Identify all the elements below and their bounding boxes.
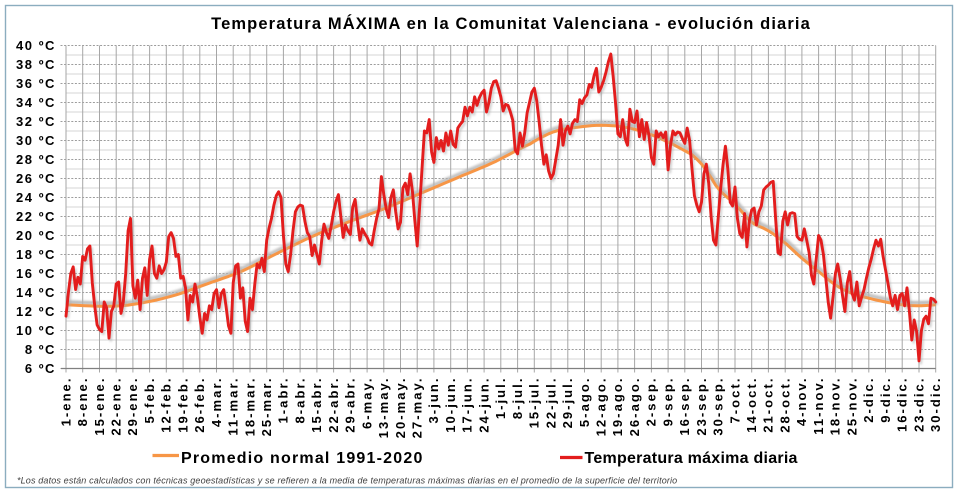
svg-text:2-dic.: 2-dic. xyxy=(861,377,876,423)
svg-text:6-may.: 6-may. xyxy=(359,377,374,430)
svg-text:11-mar.: 11-mar. xyxy=(226,377,241,436)
svg-text:12-ago.: 12-ago. xyxy=(594,377,609,437)
svg-text:23-sep.: 23-sep. xyxy=(694,377,709,436)
svg-text:Promedio normal 1991-2020: Promedio normal 1991-2020 xyxy=(181,450,424,467)
svg-text:12-feb.: 12-feb. xyxy=(159,377,174,433)
svg-text:25-mar.: 25-mar. xyxy=(259,377,274,437)
svg-text:15-abr.: 15-abr. xyxy=(309,377,324,433)
svg-text:8-jul.: 8-jul. xyxy=(510,377,525,420)
svg-text:30-sep.: 30-sep. xyxy=(711,377,726,436)
svg-text:21-oct.: 21-oct. xyxy=(761,377,776,433)
svg-text:24 ºC: 24 ºC xyxy=(16,190,56,205)
svg-text:9-sep.: 9-sep. xyxy=(660,377,675,427)
svg-text:36 ºC: 36 ºC xyxy=(16,76,56,91)
svg-text:28-oct.: 28-oct. xyxy=(778,377,793,433)
svg-text:20 ºC: 20 ºC xyxy=(16,228,56,243)
svg-text:8-abr.: 8-abr. xyxy=(292,377,307,424)
svg-text:13-may.: 13-may. xyxy=(376,377,391,439)
svg-text:Temperatura MÁXIMA en la Comun: Temperatura MÁXIMA en la Comunitat Valen… xyxy=(211,14,811,33)
svg-text:28 ºC: 28 ºC xyxy=(16,152,56,167)
svg-text:29-ene.: 29-ene. xyxy=(125,377,140,436)
svg-text:19-feb.: 19-feb. xyxy=(175,377,190,433)
svg-text:18 ºC: 18 ºC xyxy=(16,247,56,262)
svg-text:34 ºC: 34 ºC xyxy=(16,95,56,110)
svg-text:30 ºC: 30 ºC xyxy=(16,133,56,148)
svg-text:25-nov.: 25-nov. xyxy=(844,377,859,436)
svg-text:9-dic.: 9-dic. xyxy=(878,377,893,423)
svg-text:12 ºC: 12 ºC xyxy=(16,304,56,319)
svg-text:24-jun.: 24-jun. xyxy=(476,377,491,433)
svg-text:11-nov.: 11-nov. xyxy=(811,377,826,435)
svg-text:22-abr.: 22-abr. xyxy=(326,377,341,433)
svg-text:40 ºC: 40 ºC xyxy=(16,38,56,53)
svg-text:26 ºC: 26 ºC xyxy=(16,171,56,186)
svg-text:23-dic.: 23-dic. xyxy=(911,377,926,433)
svg-text:18-nov.: 18-nov. xyxy=(828,377,843,436)
svg-text:26-feb.: 26-feb. xyxy=(192,377,207,433)
svg-text:5-ago.: 5-ago. xyxy=(577,377,592,428)
svg-text:Temperatura máxima diaria: Temperatura máxima diaria xyxy=(585,450,798,467)
svg-text:20-may.: 20-may. xyxy=(393,377,408,439)
svg-text:32 ºC: 32 ºC xyxy=(16,114,56,129)
svg-text:14 ºC: 14 ºC xyxy=(16,285,56,300)
svg-text:2-sep.: 2-sep. xyxy=(644,377,659,427)
svg-text:15-ene.: 15-ene. xyxy=(92,377,107,436)
svg-text:26-ago.: 26-ago. xyxy=(627,377,642,437)
svg-text:22 ºC: 22 ºC xyxy=(16,209,56,224)
svg-text:8 ºC: 8 ºC xyxy=(25,342,56,357)
svg-text:16-sep.: 16-sep. xyxy=(677,377,692,436)
svg-text:4-nov.: 4-nov. xyxy=(794,377,809,427)
svg-text:4-mar.: 4-mar. xyxy=(209,377,224,428)
svg-text:14-oct.: 14-oct. xyxy=(744,377,759,433)
svg-text:7-oct.: 7-oct. xyxy=(727,377,742,424)
svg-text:1-jul.: 1-jul. xyxy=(493,377,508,420)
svg-text:29-jul.: 29-jul. xyxy=(560,377,575,429)
svg-text:*Los datos están calculados co: *Los datos están calculados con técnicas… xyxy=(17,476,677,486)
svg-text:38 ºC: 38 ºC xyxy=(16,57,56,72)
svg-text:3-jun.: 3-jun. xyxy=(426,377,441,424)
svg-text:8-ene.: 8-ene. xyxy=(75,377,90,427)
svg-text:10-jun.: 10-jun. xyxy=(443,377,458,433)
svg-text:27-may.: 27-may. xyxy=(410,377,425,439)
svg-text:19-ago.: 19-ago. xyxy=(610,377,625,437)
svg-text:16 ºC: 16 ºC xyxy=(16,266,56,281)
svg-text:18-mar.: 18-mar. xyxy=(242,377,257,437)
svg-text:6 ºC: 6 ºC xyxy=(25,361,56,376)
svg-text:10 ºC: 10 ºC xyxy=(16,323,56,338)
svg-text:29-abr.: 29-abr. xyxy=(343,377,358,433)
svg-text:16-dic.: 16-dic. xyxy=(895,377,910,433)
svg-text:22-ene.: 22-ene. xyxy=(109,377,124,436)
svg-text:15-jul.: 15-jul. xyxy=(527,377,542,429)
svg-text:22-jul.: 22-jul. xyxy=(543,377,558,429)
svg-text:17-jun.: 17-jun. xyxy=(460,377,475,433)
svg-text:1-ene.: 1-ene. xyxy=(58,377,73,427)
svg-text:1-abr.: 1-abr. xyxy=(276,377,291,424)
svg-text:30-dic.: 30-dic. xyxy=(928,377,943,433)
svg-text:5-feb.: 5-feb. xyxy=(142,377,157,424)
